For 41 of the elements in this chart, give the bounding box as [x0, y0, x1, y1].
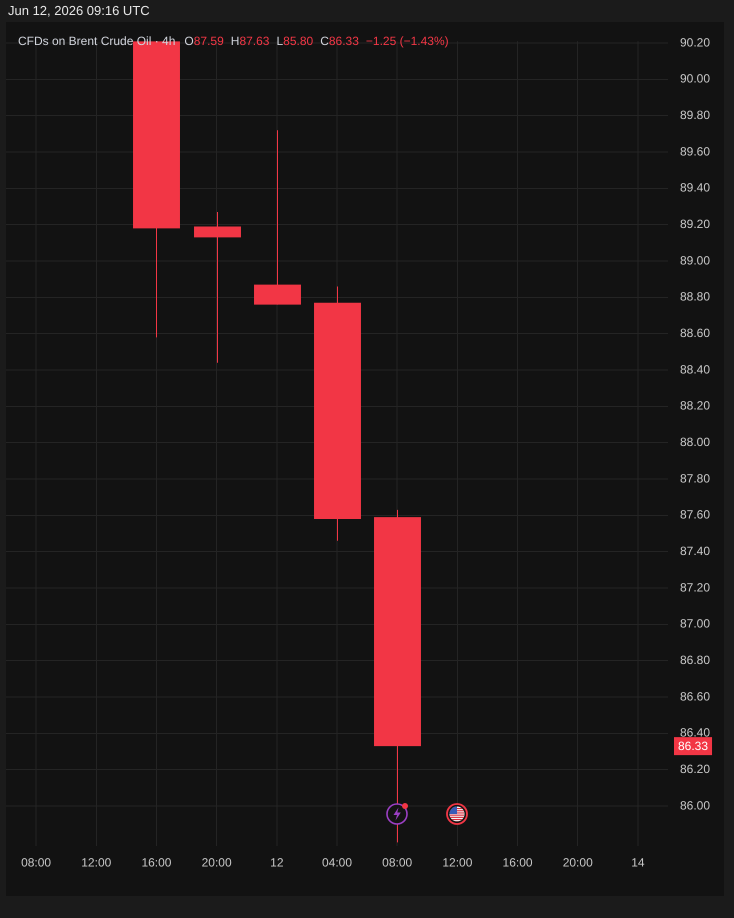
y-tick-label: 87.40 — [680, 544, 710, 558]
y-tick-label: 87.60 — [680, 508, 710, 522]
y-tick-label: 88.60 — [680, 326, 710, 340]
annotation: −1.25 (−1.43%) — [366, 34, 449, 48]
y-tick-label: 86.60 — [680, 689, 710, 704]
x-tick-label: 16:00 — [141, 856, 172, 870]
y-tick-label: 87.20 — [680, 580, 710, 594]
chart-subtitle: Jun 12, 2026 09:16 UTC — [8, 3, 150, 18]
y-tick-label: 88.20 — [680, 398, 710, 413]
y-tick-label: 86.20 — [680, 762, 710, 776]
y-tick-label: 89.00 — [680, 253, 710, 268]
y-tick-label: 88.80 — [680, 290, 710, 304]
annotation: L85.80 — [276, 34, 314, 48]
candlestick — [194, 211, 241, 364]
x-tick-label: 12:00 — [81, 856, 112, 870]
x-tick-label: 16:00 — [502, 856, 533, 870]
y-tick-label: 89.40 — [680, 180, 710, 195]
annotation: C86.33 — [320, 34, 359, 48]
y-tick-label: 89.60 — [680, 144, 710, 158]
x-tick-label: 20:00 — [562, 856, 594, 870]
annotation: O87.59 — [184, 34, 224, 48]
y-tick-label: 89.80 — [680, 108, 710, 122]
x-tick-label: 08:00 — [21, 856, 52, 870]
y-tick-label: 90.20 — [680, 35, 710, 50]
y-tick-label: 88.40 — [680, 362, 710, 376]
y-tick-label: 86.40 — [680, 726, 710, 740]
y-tick-label: 89.20 — [680, 217, 710, 231]
y-tick-label: 87.00 — [680, 616, 710, 631]
annotation: H87.63 — [230, 34, 270, 48]
text: 86.33 — [678, 738, 708, 753]
x-tick-label: 12 — [270, 856, 284, 870]
x-tick-label: 12:00 — [442, 856, 473, 870]
y-tick-label: 90.00 — [680, 72, 710, 86]
x-tick-label: 20:00 — [202, 856, 232, 870]
y-tick-label: 87.80 — [680, 471, 710, 486]
x-tick-label: 04:00 — [322, 856, 352, 870]
y-tick-label: 88.00 — [680, 435, 710, 450]
y-tick-label: 86.80 — [680, 653, 710, 668]
x-tick-label: 14 — [631, 856, 645, 870]
x-tick-label: 08:00 — [382, 856, 413, 870]
y-tick-label: 86.00 — [680, 798, 710, 812]
